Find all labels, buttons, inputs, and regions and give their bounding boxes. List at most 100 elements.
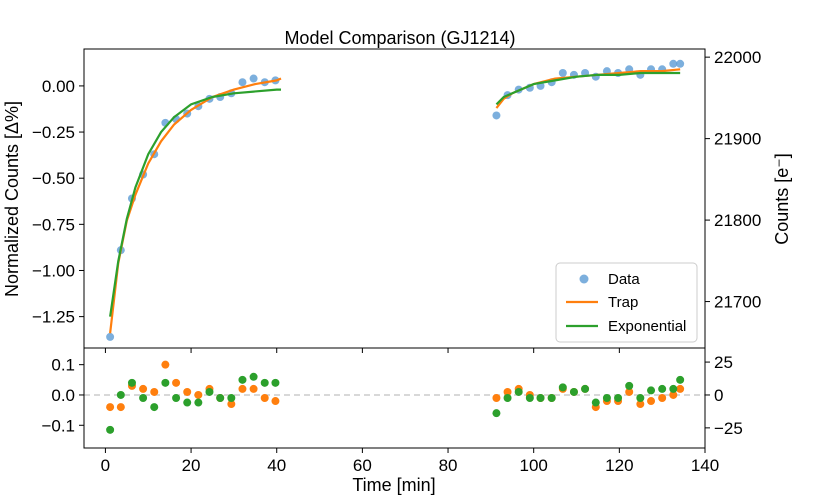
exponential-residuals-point [127,378,136,387]
y-tick-label: 0.00 [42,77,75,96]
exponential-residuals-point [249,372,258,381]
right-y-tick-label: 21900 [714,130,761,149]
residual-y-tick-label: 0.0 [51,386,75,405]
data-point [106,332,115,341]
exponential-residuals-point [536,394,545,402]
y-tick-label: −0.75 [32,215,75,234]
exponential-residuals-point [216,394,225,402]
trap-residuals-point [139,384,148,393]
x-tick-label: 120 [605,456,633,475]
legend-label-trap: Trap [608,294,638,311]
exponential-residuals-point [636,394,645,402]
x-tick-label: 80 [439,456,458,475]
exponential-residuals-point [514,387,523,396]
exponential-residuals-point [591,398,600,407]
trap-residuals-point [625,387,634,396]
trap-residuals-point [492,394,501,402]
trap-residuals-point [116,403,125,412]
trap-residuals-point [150,387,159,396]
exponential-residuals-point [525,394,534,402]
exponential-residuals-point [271,378,280,387]
right-y-tick-label: 21700 [714,293,761,312]
y-tick-label: −1.25 [32,308,75,327]
residual-right-y-tick-label: −25 [714,419,743,438]
legend-label-exponential: Exponential [608,318,686,335]
trap-residuals-point [183,387,192,396]
data-point [558,68,567,77]
legend-frame [555,262,698,343]
legend: Data Trap Exponential [555,262,698,343]
trap-residuals-point [503,387,512,396]
residual-y-tick-label: −0.1 [41,416,75,435]
trap-residuals-point [669,390,678,399]
data-point [492,111,501,120]
exponential-residuals-point [547,394,556,402]
data-point [249,74,258,83]
legend-data-marker [579,274,589,284]
data-point [669,59,678,68]
y-tick-label: −0.25 [32,123,75,142]
exponential-residuals-point [238,375,247,384]
right-y-axis-title: Counts [e⁻] [772,153,792,245]
exponential-residuals-point [503,394,512,402]
residual-right-y-tick-label: 0 [714,386,723,405]
exponential-residuals-point [658,384,667,393]
exponential-residuals-point [194,398,203,407]
trap-residuals-point [658,394,667,402]
bottom-panel-frame [83,347,706,449]
exponential-model-line-1 [109,88,282,317]
exponential-residuals-point [139,394,148,402]
trap-residuals-point [227,400,236,409]
bottom-panel: 0.1 0.0 −0.1 25 0 −25 0 20 40 60 80 100 120 140 [41,347,743,475]
exponential-residuals-point [106,425,115,434]
exponential-residuals-point [669,384,678,393]
trap-residuals-point [647,397,656,406]
trap-model-line-1 [109,77,282,334]
exponential-residuals-point [602,394,611,402]
right-y-tick-label: 21800 [714,211,761,230]
exponential-residuals-point [581,384,590,393]
trap-residuals-point [106,403,115,412]
exponential-residuals-point [227,394,236,402]
x-tick-label: 140 [691,456,719,475]
exponential-residuals-point [647,386,656,395]
x-axis-title: Time [min] [352,475,435,495]
exponential-residuals-point [172,394,181,402]
chart-title: Model Comparison (GJ1214) [284,28,515,48]
legend-label-data: Data [608,271,640,288]
exponential-residuals-point [625,381,634,390]
exponential-residuals-point [558,383,567,392]
exponential-residuals-point [183,398,192,407]
exponential-residuals-point [150,403,159,412]
x-tick-label: 100 [520,456,548,475]
trap-residuals-point [271,397,280,406]
trap-residuals-point [238,384,247,393]
trap-residuals-point [161,360,170,369]
trap-residuals-point [249,384,258,393]
x-tick-label: 40 [267,456,286,475]
exponential-residuals-point [205,387,214,396]
data-point [676,59,685,68]
exponential-residuals-point [569,387,578,396]
data-point [238,78,247,87]
trap-residuals-point [172,378,181,387]
trap-residuals-point [194,390,203,399]
exponential-residuals-point [676,375,685,384]
y-tick-label: −0.50 [32,169,75,188]
residual-y-tick-label: 0.1 [51,356,75,375]
exponential-model-line-2 [495,71,681,106]
right-y-tick-label: 22000 [714,48,761,67]
exponential-residuals-point [614,394,623,402]
y-tick-label: −1.00 [32,261,75,280]
exponential-residuals-point [260,378,269,387]
trap-residuals-point [636,400,645,409]
trap-residuals-point [260,394,269,402]
y-axis-title: Normalized Counts [Δ%] [2,101,22,297]
x-tick-label: 60 [353,456,372,475]
residual-right-y-tick-label: 25 [714,353,733,372]
x-tick-label: 0 [101,456,110,475]
trap-residuals-point [676,384,685,393]
exponential-residuals-point [116,390,125,399]
top-panel: 0.00 −0.25 −0.50 −0.75 −1.00 −1.25 21700 21800… [32,48,761,353]
